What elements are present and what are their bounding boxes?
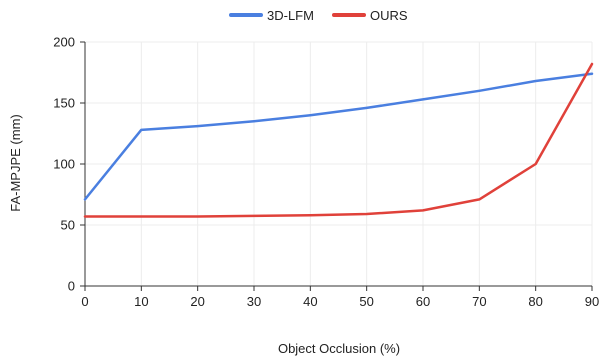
x-tick-label: 20 bbox=[190, 294, 204, 309]
series-line bbox=[83, 72, 594, 201]
series-line bbox=[83, 62, 594, 218]
legend: 3D-LFM OURS bbox=[229, 8, 408, 23]
x-axis-label: Object Occlusion (%) bbox=[278, 341, 400, 356]
x-tick-label: 60 bbox=[416, 294, 430, 309]
y-tick-label: 50 bbox=[61, 218, 75, 233]
series-layer bbox=[83, 62, 594, 218]
y-tick-label: 150 bbox=[53, 96, 75, 111]
legend-item: 3D-LFM bbox=[229, 8, 314, 23]
y-tick-label: 200 bbox=[53, 35, 75, 50]
x-tick-label: 70 bbox=[472, 294, 486, 309]
x-tick-label: 0 bbox=[81, 294, 88, 309]
legend-label: OURS bbox=[370, 8, 408, 23]
legend-item: OURS bbox=[332, 8, 408, 23]
y-tick-label: 100 bbox=[53, 157, 75, 172]
x-tick-label: 80 bbox=[528, 294, 542, 309]
x-tick-label: 90 bbox=[585, 294, 599, 309]
x-tick-label: 30 bbox=[247, 294, 261, 309]
legend-label: 3D-LFM bbox=[267, 8, 314, 23]
y-tick-label: 0 bbox=[68, 279, 75, 294]
axes bbox=[80, 41, 593, 291]
x-tick-label: 10 bbox=[134, 294, 148, 309]
tick-labels: 0 10 20 30 40 50 60 70 80 90 0 50 100 150 200 bbox=[53, 35, 599, 310]
series-ours bbox=[83, 62, 594, 218]
x-tick-label: 40 bbox=[303, 294, 317, 309]
grid bbox=[85, 41, 593, 286]
x-tick-label: 50 bbox=[359, 294, 373, 309]
series-3d-lfm bbox=[83, 72, 594, 201]
y-axis-label: FA-MPJPE (mm) bbox=[8, 114, 23, 212]
